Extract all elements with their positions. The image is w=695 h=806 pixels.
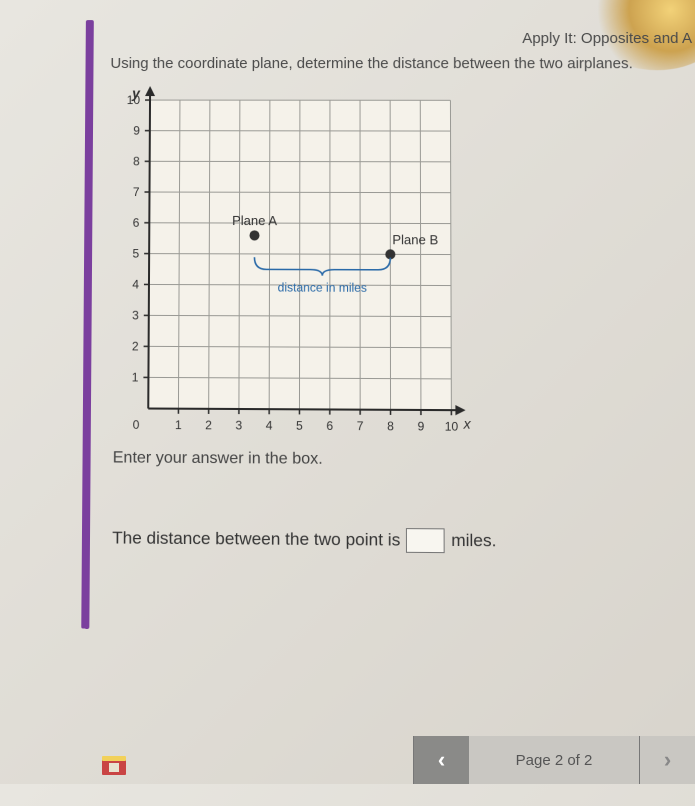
next-page-button[interactable]: › bbox=[639, 736, 695, 784]
svg-text:7: 7 bbox=[357, 419, 364, 433]
svg-text:8: 8 bbox=[387, 419, 394, 433]
svg-text:1: 1 bbox=[175, 418, 182, 432]
svg-text:9: 9 bbox=[133, 124, 140, 138]
svg-text:10: 10 bbox=[445, 419, 459, 433]
svg-text:6: 6 bbox=[133, 216, 140, 230]
answer-sentence: The distance between the two point is mi… bbox=[112, 526, 496, 554]
svg-text:distance in miles: distance in miles bbox=[278, 281, 367, 296]
svg-text:3: 3 bbox=[235, 418, 242, 432]
answer-input-box[interactable] bbox=[406, 528, 445, 553]
left-accent-bar bbox=[81, 20, 94, 629]
section-header-label: Apply It: Opposites and A bbox=[522, 30, 692, 47]
chart-svg: 12345678910123456789100xyPlane APlane Bd… bbox=[108, 85, 472, 446]
svg-text:4: 4 bbox=[132, 277, 139, 291]
answer-after-text: miles. bbox=[451, 530, 496, 551]
svg-text:1: 1 bbox=[132, 370, 139, 384]
svg-text:Plane A: Plane A bbox=[232, 213, 277, 228]
svg-text:8: 8 bbox=[133, 154, 140, 168]
prev-page-button[interactable]: ‹ bbox=[413, 736, 469, 784]
chevron-left-icon: ‹ bbox=[438, 747, 445, 773]
svg-text:x: x bbox=[463, 415, 472, 432]
svg-text:5: 5 bbox=[296, 418, 303, 432]
svg-text:y: y bbox=[131, 85, 141, 101]
svg-text:2: 2 bbox=[205, 418, 212, 432]
chevron-right-icon: › bbox=[664, 747, 671, 773]
svg-text:7: 7 bbox=[133, 185, 140, 199]
svg-text:Plane B: Plane B bbox=[392, 232, 438, 247]
svg-text:9: 9 bbox=[418, 419, 425, 433]
svg-text:2: 2 bbox=[132, 339, 139, 353]
svg-text:4: 4 bbox=[266, 418, 273, 432]
svg-text:3: 3 bbox=[132, 308, 139, 322]
page-indicator: Page 2 of 2 bbox=[469, 736, 639, 784]
svg-text:5: 5 bbox=[132, 246, 139, 260]
coordinate-plane-chart: 12345678910123456789100xyPlane APlane Bd… bbox=[108, 85, 472, 451]
instruction-text: Using the coordinate plane, determine th… bbox=[110, 55, 687, 72]
taskbar-app-icon bbox=[100, 754, 128, 779]
enter-answer-prompt: Enter your answer in the box. bbox=[113, 449, 323, 469]
svg-text:6: 6 bbox=[326, 419, 333, 433]
svg-text:0: 0 bbox=[133, 418, 140, 432]
pagination-bar: ‹ Page 2 of 2 › bbox=[413, 736, 695, 784]
answer-before-text: The distance between the two point is bbox=[112, 528, 400, 551]
